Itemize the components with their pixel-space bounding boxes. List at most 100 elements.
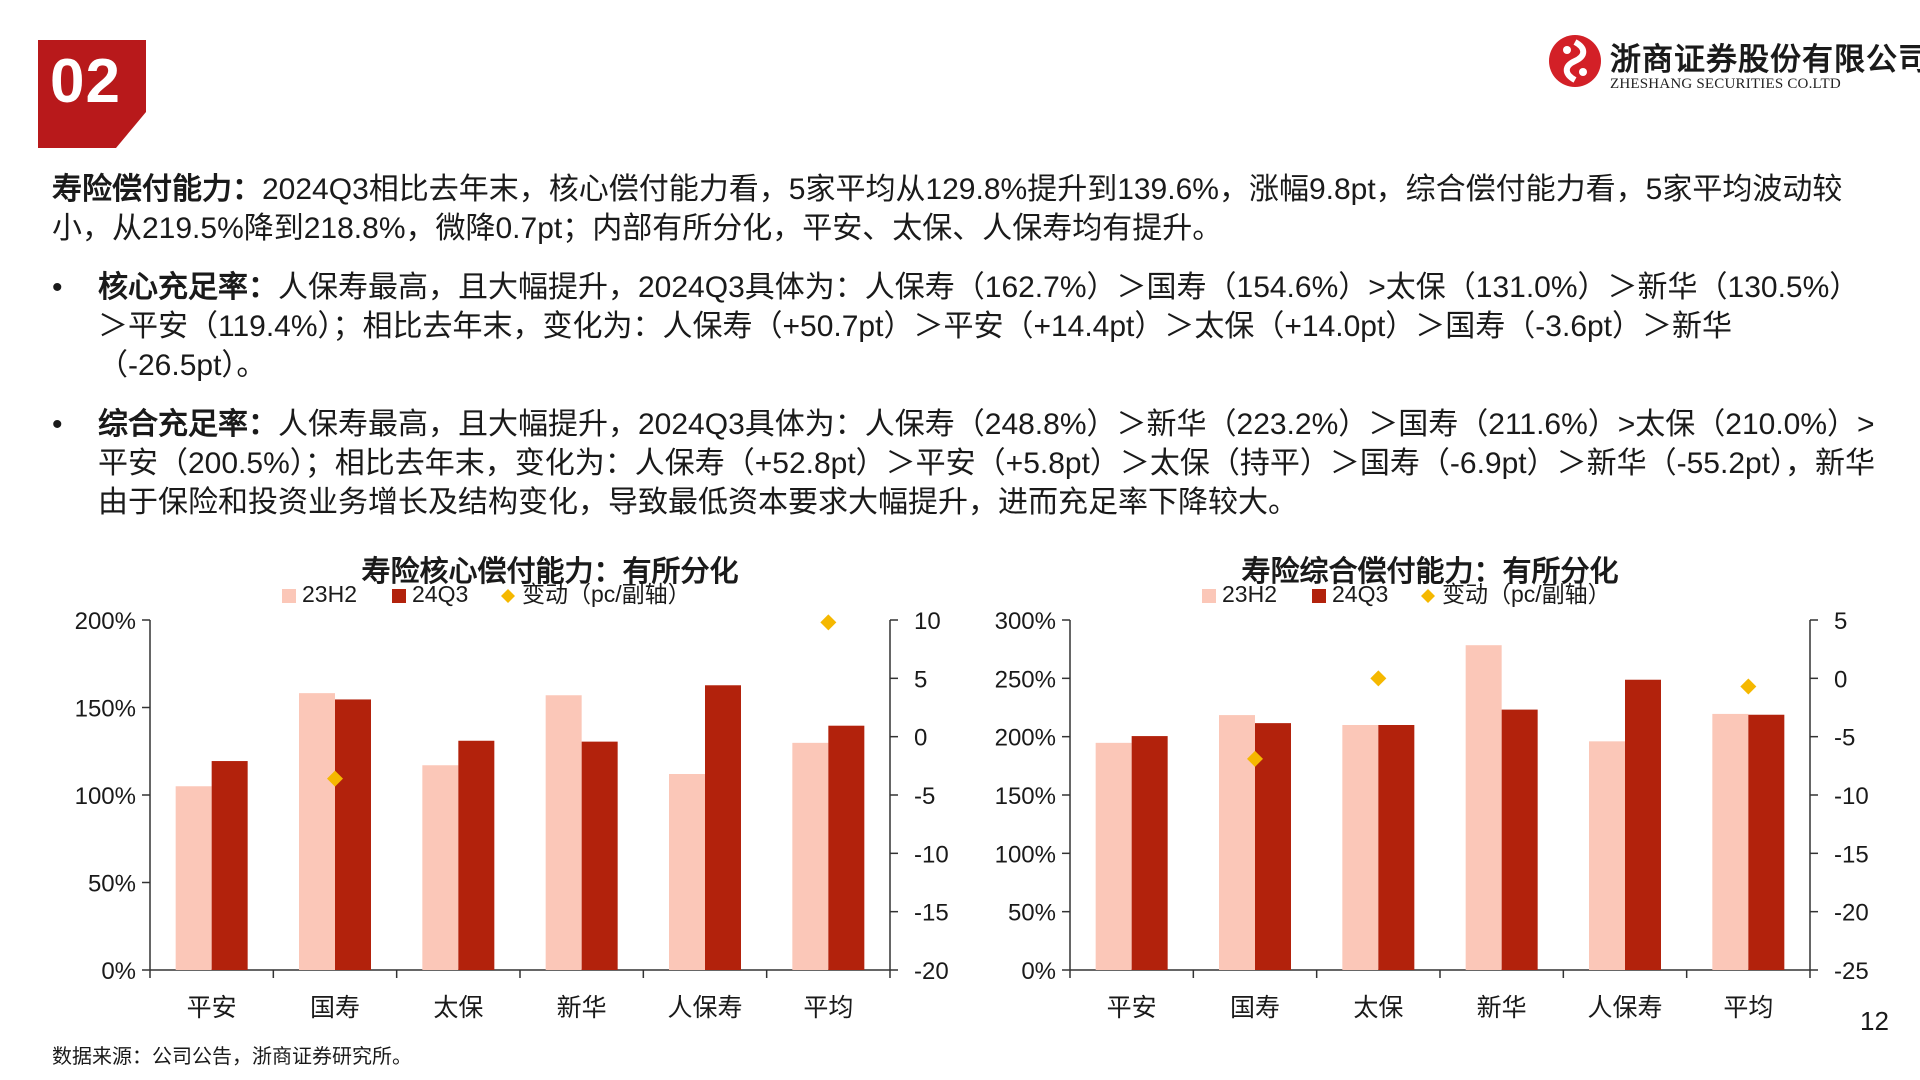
change-marker bbox=[1370, 670, 1387, 687]
category-label: 人保寿 bbox=[1587, 994, 1662, 1022]
bar-23h2 bbox=[1465, 645, 1502, 970]
left-tick-label: 150% bbox=[995, 783, 1056, 810]
bullet-text: 人保寿最高，且大幅提升，2024Q3具体为：人保寿（162.7%）＞国寿（154… bbox=[98, 271, 1860, 382]
right-tick-label: -20 bbox=[914, 958, 949, 985]
category-label: 人保寿 bbox=[667, 994, 742, 1022]
legend-swatch bbox=[501, 589, 515, 603]
zheshang-logo-icon bbox=[1549, 35, 1601, 87]
bullet-core-ratio: • 核心充足率：人保寿最高，且大幅提升，2024Q3具体为：人保寿（162.7%… bbox=[52, 268, 1880, 385]
category-label: 新华 bbox=[1477, 994, 1527, 1022]
category-label: 平安 bbox=[1107, 994, 1157, 1022]
left-tick-label: 200% bbox=[75, 608, 136, 635]
lead-paragraph: 寿险偿付能力：2024Q3相比去年末，核心偿付能力看，5家平均从129.8%提升… bbox=[52, 170, 1880, 248]
bullet-marker: • bbox=[52, 271, 63, 304]
category-label: 平安 bbox=[187, 994, 237, 1022]
right-tick-label: 10 bbox=[914, 608, 941, 635]
bar-24q3 bbox=[1378, 725, 1415, 970]
legend-label: 24Q3 bbox=[1332, 581, 1388, 607]
right-tick-label: 0 bbox=[1834, 666, 1847, 693]
legend-swatch bbox=[282, 589, 296, 603]
left-tick-label: 100% bbox=[75, 783, 136, 810]
left-tick-label: 200% bbox=[995, 725, 1056, 752]
bullet-title: 综合充足率： bbox=[98, 408, 278, 441]
left-tick-label: 50% bbox=[1008, 900, 1056, 927]
category-label: 平均 bbox=[803, 994, 853, 1022]
bar-23h2 bbox=[545, 695, 582, 970]
chart-title-total: 寿险综合偿付能力：有所分化 bbox=[1241, 556, 1619, 588]
bar-23h2 bbox=[175, 786, 212, 970]
bar-23h2 bbox=[669, 774, 705, 970]
bullet-title: 核心充足率： bbox=[98, 271, 278, 304]
bar-23h2 bbox=[1589, 741, 1625, 970]
bar-23h2 bbox=[299, 693, 335, 970]
left-tick-label: 0% bbox=[101, 958, 136, 985]
legend-label: 变动（pc/副轴） bbox=[1442, 581, 1611, 607]
bar-23h2 bbox=[1219, 715, 1255, 970]
change-marker bbox=[820, 614, 837, 631]
lead-text: 2024Q3相比去年末，核心偿付能力看，5家平均从129.8%提升到139.6%… bbox=[52, 173, 1843, 245]
bar-24q3 bbox=[1131, 736, 1168, 970]
legend-label: 24Q3 bbox=[412, 581, 468, 607]
bar-24q3 bbox=[581, 741, 618, 970]
page-number: 12 bbox=[1860, 1006, 1889, 1036]
bar-24q3 bbox=[705, 685, 741, 970]
right-tick-label: -10 bbox=[1834, 783, 1869, 810]
right-tick-label: -15 bbox=[1834, 841, 1869, 868]
category-label: 新华 bbox=[557, 994, 607, 1022]
change-marker bbox=[327, 770, 343, 787]
bar-24q3 bbox=[828, 725, 865, 970]
section-badge: 02 bbox=[38, 40, 146, 148]
bar-23h2 bbox=[1095, 742, 1132, 970]
bar-24q3 bbox=[335, 699, 371, 970]
bullet-marker: • bbox=[52, 408, 63, 441]
change-marker bbox=[1740, 678, 1757, 695]
data-source: 数据来源：公司公告，浙商证券研究所。 bbox=[52, 1046, 412, 1068]
legend-swatch bbox=[392, 589, 406, 603]
right-tick-label: 5 bbox=[914, 666, 927, 693]
right-tick-label: -10 bbox=[914, 841, 949, 868]
bar-24q3 bbox=[1501, 709, 1538, 970]
category-label: 太保 bbox=[1353, 994, 1403, 1022]
chart-title-core: 寿险核心偿付能力：有所分化 bbox=[361, 556, 739, 588]
right-tick-label: -25 bbox=[1834, 958, 1869, 985]
bar-24q3 bbox=[1255, 723, 1291, 970]
right-tick-label: -15 bbox=[914, 900, 949, 927]
legend-swatch bbox=[1202, 589, 1216, 603]
right-tick-label: 0 bbox=[914, 725, 927, 752]
left-tick-label: 0% bbox=[1021, 958, 1056, 985]
lead-title: 寿险偿付能力： bbox=[52, 173, 262, 206]
category-label: 太保 bbox=[433, 994, 483, 1022]
bar-24q3 bbox=[458, 740, 495, 970]
legend-swatch bbox=[1421, 589, 1435, 603]
left-tick-label: 150% bbox=[75, 696, 136, 723]
category-label: 国寿 bbox=[310, 994, 360, 1022]
section-badge-shape bbox=[38, 40, 146, 148]
left-tick-label: 300% bbox=[995, 608, 1056, 635]
left-tick-label: 100% bbox=[995, 841, 1056, 868]
bar-23h2 bbox=[1342, 725, 1379, 970]
right-tick-label: -20 bbox=[1834, 900, 1869, 927]
bullet-total-ratio: • 综合充足率：人保寿最高，且大幅提升，2024Q3具体为：人保寿（248.8%… bbox=[52, 405, 1880, 522]
change-marker bbox=[1247, 750, 1263, 767]
legend-swatch bbox=[1312, 589, 1326, 603]
legend-label: 23H2 bbox=[1222, 581, 1277, 607]
bullet-text: 人保寿最高，且大幅提升，2024Q3具体为：人保寿（248.8%）＞新华（223… bbox=[98, 408, 1876, 519]
left-tick-label: 250% bbox=[995, 666, 1056, 693]
bar-23h2 bbox=[792, 742, 829, 970]
section-number: 02 bbox=[50, 47, 121, 116]
right-tick-label: -5 bbox=[914, 783, 935, 810]
category-label: 国寿 bbox=[1230, 994, 1280, 1022]
company-name-en: ZHESHANG SECURITIES CO.LTD bbox=[1610, 76, 1841, 92]
bar-23h2 bbox=[1712, 713, 1749, 970]
legend-label: 23H2 bbox=[302, 581, 357, 607]
left-tick-label: 50% bbox=[88, 871, 136, 898]
bar-24q3 bbox=[211, 761, 248, 970]
total-solvency-chart: 0% 50% 100% 150% 200% 250% 300% -25 -20 -15 -10 -5 0… bbox=[995, 581, 1869, 1022]
company-logo: 浙商证券股份有限公司 ZHESHANG SECURITIES CO.LTD bbox=[1548, 30, 1920, 96]
right-tick-label: -5 bbox=[1834, 725, 1855, 752]
company-name-cn: 浙商证券股份有限公司 bbox=[1610, 42, 1920, 78]
bar-23h2 bbox=[422, 765, 459, 970]
bar-24q3 bbox=[1625, 679, 1661, 970]
core-solvency-chart: 0% 50% 100% 150% 200% -20 -15 -10 -5 0 5 10 平安 国寿 太保 新华… bbox=[75, 581, 949, 1022]
bar-24q3 bbox=[1748, 714, 1785, 970]
